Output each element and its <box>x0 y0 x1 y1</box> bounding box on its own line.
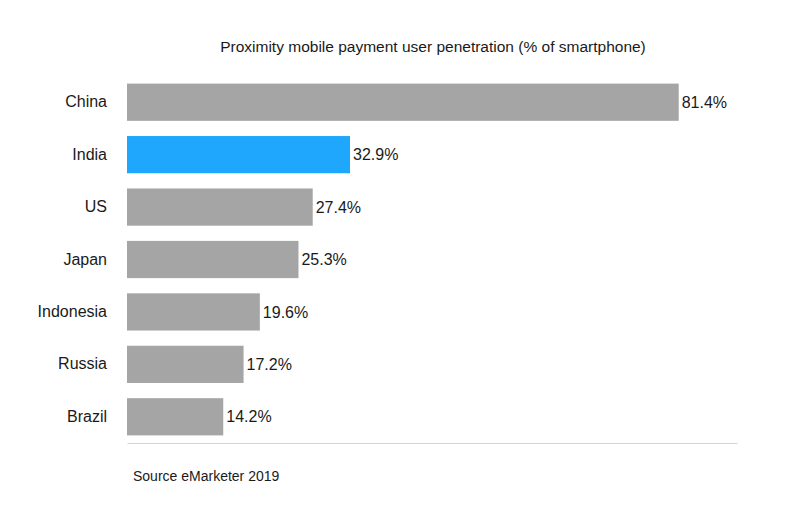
x-axis-line <box>128 443 738 444</box>
x-axis <box>128 443 738 444</box>
data-label: 17.2% <box>247 356 292 373</box>
data-label: 14.2% <box>226 408 271 425</box>
y-tick: China <box>65 93 127 110</box>
y-tick: Russia <box>58 355 127 372</box>
y-axis: China India US Japan Indonesia Russia Brazil <box>38 93 127 425</box>
y-tick-label: China <box>65 93 107 110</box>
title: Proximity mobile payment user penetratio… <box>220 38 646 55</box>
y-tick: Japan <box>63 251 127 268</box>
y-tick-label: Japan <box>63 251 107 268</box>
bar <box>127 188 313 225</box>
y-tick: US <box>85 198 127 215</box>
y-tick-label: US <box>85 198 107 215</box>
data-label: 32.9% <box>353 146 398 163</box>
bar <box>127 136 350 173</box>
bar <box>127 241 298 278</box>
data-label: 19.6% <box>263 304 308 321</box>
bar <box>127 346 244 383</box>
data-label: 25.3% <box>301 251 346 268</box>
data-label: 27.4% <box>316 199 361 216</box>
chart: Proximity mobile payment user penetratio… <box>0 0 787 505</box>
y-tick-label: Russia <box>58 355 107 372</box>
bar <box>127 84 679 121</box>
y-tick: Indonesia <box>38 303 127 320</box>
data-label: 81.4% <box>682 94 727 111</box>
source-note: Source eMarketer 2019 <box>133 468 280 484</box>
bars <box>127 84 679 436</box>
y-tick-label: India <box>72 146 107 163</box>
annotations: Source eMarketer 2019 <box>133 468 280 484</box>
y-tick: India <box>72 146 127 163</box>
bar <box>127 293 260 330</box>
y-tick: Brazil <box>67 408 127 425</box>
y-tick-label: Brazil <box>67 408 107 425</box>
data-labels: 81.4% 32.9% 27.4% 25.3% 19.6% 17.2% 14.2% <box>226 94 727 426</box>
bar <box>127 398 223 435</box>
y-tick-label: Indonesia <box>38 303 107 320</box>
